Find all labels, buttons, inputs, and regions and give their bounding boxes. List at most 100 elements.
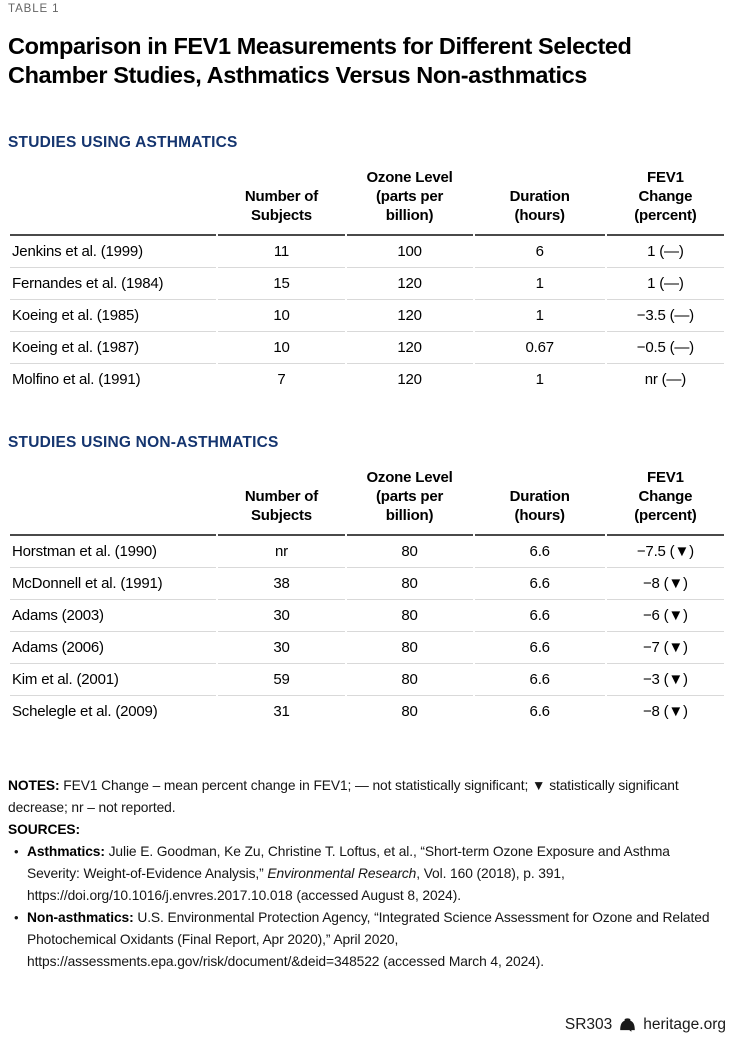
column-header: Number of Subjects: [218, 164, 345, 236]
study-name-cell: Adams (2003): [10, 600, 217, 632]
study-name-cell: Adams (2006): [10, 632, 217, 664]
value-cell: 120: [346, 300, 473, 332]
study-name-cell: Jenkins et al. (1999): [10, 236, 217, 268]
notes-and-sources-block: NOTES: FEV1 Change – mean percent change…: [8, 775, 714, 973]
source-citation-text: , Vol. 160 (2018), p. 391, https://doi.o…: [27, 866, 565, 903]
page-title: Comparison in FEV1 Measurements for Diff…: [8, 33, 632, 88]
value-cell: −6 (▼): [606, 600, 724, 632]
sources-label: SOURCES:: [8, 819, 714, 841]
table-row: McDonnell et al. (1991) 38 80 6.6 −8 (▼): [10, 568, 724, 600]
column-header: FEV1 Change (percent): [606, 164, 724, 236]
table-number-label: TABLE 1: [8, 3, 60, 15]
value-cell: 1 (—): [606, 236, 724, 268]
table-body: Horstman et al. (1990) nr 80 6.6 −7.5 (▼) McD…: [10, 536, 724, 727]
table-body: Jenkins et al. (1999) 11 100 6 1 (—) Fernande…: [10, 236, 724, 395]
source-item-asthmatics: Asthmatics: Julie E. Goodman, Ke Zu, Chr…: [8, 841, 714, 907]
source-citation-text: Julie E. Goodman, Ke Zu, Christine T. Lo…: [27, 844, 670, 881]
table-row: Adams (2006) 30 80 6.6 −7 (▼): [10, 632, 724, 664]
study-name-cell: McDonnell et al. (1991): [10, 568, 217, 600]
source-category-label: Asthmatics:: [27, 844, 105, 859]
asthmatics-table: Number of Subjects Ozone Level (parts per…: [8, 164, 726, 395]
value-cell: 80: [346, 632, 473, 664]
table-row: Fernandes et al. (1984) 15 120 1 1 (—): [10, 268, 724, 300]
table-row: Koeing et al. (1987) 10 120 0.67 −0.5 (—): [10, 332, 724, 364]
column-header: Number of Subjects: [218, 464, 345, 536]
value-cell: 80: [346, 664, 473, 696]
value-cell: 80: [401, 703, 418, 720]
table-header-row: Number of Subjects Ozone Level (parts per…: [10, 164, 724, 236]
table-row: Molfino et al. (1991) 7 120 1 nr (—): [10, 364, 724, 395]
table-header-row: Number of Subjects Ozone Level (parts per…: [10, 464, 724, 536]
heritage-bell-logo-icon: [619, 1017, 636, 1033]
table-row: Kim et al. (2001) 59 80 6.6 −3 (▼): [10, 664, 724, 696]
value-cell: 30: [218, 632, 345, 664]
value-cell: 1: [474, 268, 605, 300]
section-heading-asthmatics: STUDIES USING ASTHMATICS: [8, 134, 238, 151]
study-name-cell: Schelegle et al. (2009): [12, 703, 158, 720]
sources-list: Asthmatics: Julie E. Goodman, Ke Zu, Chr…: [8, 841, 714, 973]
value-cell: −3 (▼): [606, 664, 724, 696]
page-footer: SR303 heritage.org: [8, 1016, 726, 1047]
value-cell: 59: [218, 664, 345, 696]
value-cell: 1: [535, 371, 544, 388]
value-cell: −8 (▼): [606, 568, 724, 600]
value-cell: 30: [218, 600, 345, 632]
value-cell: 1 (—): [606, 268, 724, 300]
value-cell: 10: [218, 300, 345, 332]
table-row: Horstman et al. (1990) nr 80 6.6 −7.5 (▼): [10, 536, 724, 568]
value-cell: −7 (▼): [606, 632, 724, 664]
value-cell: 6.6: [474, 568, 605, 600]
value-cell: 80: [346, 600, 473, 632]
value-cell: 0.67: [474, 332, 605, 364]
value-cell: 100: [346, 236, 473, 268]
notes-paragraph: NOTES: FEV1 Change – mean percent change…: [8, 775, 714, 819]
value-cell: 6.6: [474, 536, 605, 568]
study-name-cell: Molfino et al. (1991): [12, 371, 141, 388]
study-column-header: [10, 164, 217, 236]
value-cell: 120: [397, 371, 422, 388]
value-cell: −8 (▼): [642, 703, 688, 720]
value-cell: 6.6: [529, 703, 550, 720]
value-cell: 38: [218, 568, 345, 600]
source-category-label: Non-asthmatics:: [27, 910, 134, 925]
value-cell: 6.6: [474, 600, 605, 632]
value-cell: −7.5 (▼): [606, 536, 724, 568]
section-asthmatics: STUDIES USING ASTHMATICS Number of Subje…: [8, 134, 726, 395]
study-name-cell: Kim et al. (2001): [10, 664, 217, 696]
value-cell: 80: [346, 568, 473, 600]
value-cell: 15: [218, 268, 345, 300]
notes-label: NOTES:: [8, 778, 60, 793]
value-cell: 6.6: [474, 632, 605, 664]
column-header: FEV1 Change (percent): [606, 464, 724, 536]
value-cell: nr: [218, 536, 345, 568]
study-name-cell: Horstman et al. (1990): [10, 536, 217, 568]
column-header: Duration (hours): [474, 164, 605, 236]
value-cell: −0.5 (—): [606, 332, 724, 364]
table-row: Adams (2003) 30 80 6.6 −6 (▼): [10, 600, 724, 632]
study-name-cell: Koeing et al. (1987): [10, 332, 217, 364]
source-item-non-asthmatics: Non-asthmatics: U.S. Environmental Prote…: [8, 907, 714, 973]
value-cell: −3.5 (—): [606, 300, 724, 332]
sources-label-text: SOURCES:: [8, 822, 81, 837]
study-name-cell: Koeing et al. (1985): [10, 300, 217, 332]
table-row: Jenkins et al. (1999) 11 100 6 1 (—): [10, 236, 724, 268]
site-link[interactable]: heritage.org: [643, 1016, 726, 1033]
value-cell: nr (—): [644, 371, 687, 388]
study-name-cell: Fernandes et al. (1984): [10, 268, 217, 300]
notes-text: FEV1 Change – mean percent change in FEV…: [8, 778, 679, 815]
column-header: Ozone Level (parts per billion): [346, 464, 473, 536]
value-cell: 6.6: [474, 664, 605, 696]
value-cell: 31: [273, 703, 290, 720]
value-cell: 120: [346, 332, 473, 364]
column-header: Ozone Level (parts per billion): [346, 164, 473, 236]
report-id: SR303: [564, 1016, 613, 1033]
value-cell: 10: [218, 332, 345, 364]
value-cell: 120: [346, 268, 473, 300]
study-column-header: [10, 464, 217, 536]
non-asthmatics-table: Number of Subjects Ozone Level (parts per…: [8, 464, 726, 727]
table-row: Koeing et al. (1985) 10 120 1 −3.5 (—): [10, 300, 724, 332]
value-cell: 6: [474, 236, 605, 268]
section-non-asthmatics: STUDIES USING NON-ASTHMATICS Number of S…: [8, 434, 726, 727]
column-header: Duration (hours): [474, 464, 605, 536]
value-cell: 7: [277, 371, 286, 388]
